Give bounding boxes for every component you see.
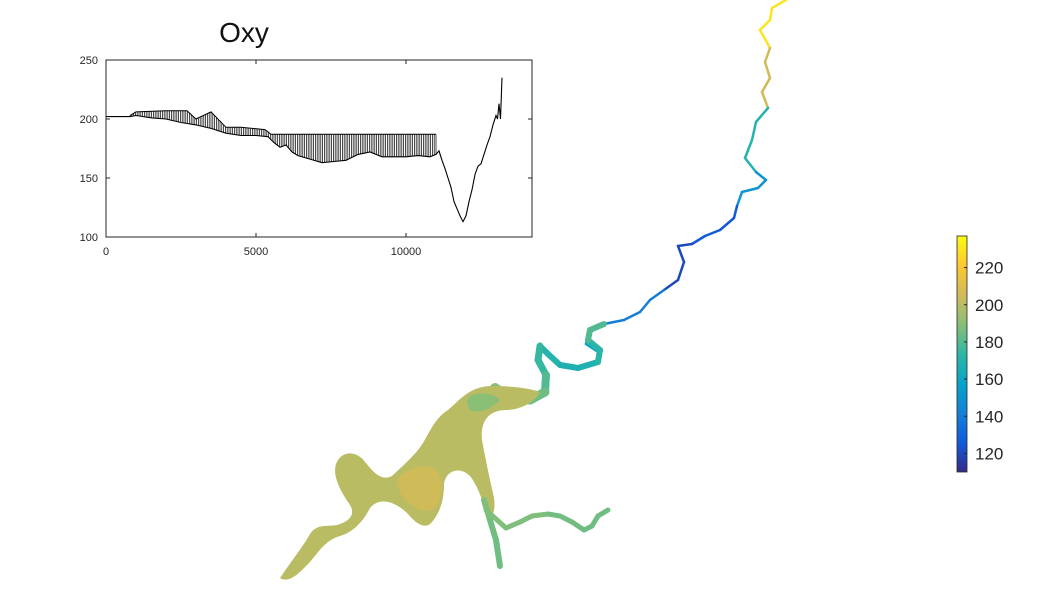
colorbar-tick-label: 160 xyxy=(975,370,1003,389)
river-segment xyxy=(763,60,772,80)
colorbar-tick-label: 180 xyxy=(975,333,1003,352)
river-segment xyxy=(770,0,788,10)
y-tick-label: 150 xyxy=(80,173,98,185)
y-tick-label: 100 xyxy=(80,232,98,244)
x-tick-label: 0 xyxy=(103,246,109,258)
estuary-core xyxy=(397,466,442,511)
colorbar-tick-label: 120 xyxy=(975,444,1003,463)
river-segment xyxy=(754,170,768,182)
plot-area xyxy=(105,59,533,238)
river-segment xyxy=(676,260,686,282)
river-segment xyxy=(743,138,754,160)
river-segment xyxy=(487,517,499,543)
river-segment xyxy=(760,90,770,110)
river-segment xyxy=(718,216,736,232)
river-segment xyxy=(743,156,758,174)
river-map xyxy=(280,0,788,580)
river-segment xyxy=(760,76,772,94)
river-segment xyxy=(503,519,523,531)
colorbar-tick-label: 200 xyxy=(975,296,1003,315)
river-segment xyxy=(754,106,770,124)
river-segment xyxy=(768,6,774,22)
river-segment xyxy=(587,321,607,333)
river-segment xyxy=(756,178,768,190)
river-segment xyxy=(676,244,686,264)
river-segment xyxy=(758,18,772,32)
upper-river xyxy=(538,0,788,370)
colorbar-ticks: 120 140 160 180 200 220 xyxy=(964,259,1003,463)
river-segment xyxy=(648,288,666,302)
estuary-upper-lobe xyxy=(467,393,500,412)
river-segment xyxy=(703,228,722,238)
series-line xyxy=(106,77,503,223)
river-segment xyxy=(758,28,772,50)
river-segment xyxy=(763,46,772,64)
side-arm-east xyxy=(483,507,611,533)
river-segment xyxy=(622,310,642,322)
colorbar-frame xyxy=(956,235,968,473)
colorbar-tick-label: 220 xyxy=(975,259,1003,278)
river-segment xyxy=(483,507,509,531)
river-segment xyxy=(732,204,739,220)
river-segment xyxy=(676,242,694,248)
x-tick-label: 10000 xyxy=(391,246,422,258)
colorbar-gradient xyxy=(957,236,967,472)
river-segment xyxy=(735,190,744,208)
river-segment xyxy=(602,318,626,326)
river-segment xyxy=(575,359,601,371)
axes-box xyxy=(105,59,533,238)
y-axis: 100 150 200 250 xyxy=(80,55,532,244)
colorbar: 120 140 160 180 200 220 xyxy=(956,235,1003,473)
x-tick-label: 5000 xyxy=(244,246,268,258)
oxy-line-chart: Oxy 0 5000 10000 100 150 200 250 xyxy=(80,17,533,258)
lower-river-channel xyxy=(537,321,607,371)
river-segment xyxy=(584,342,600,354)
river-segment xyxy=(529,511,551,519)
river-segment xyxy=(690,234,707,246)
river-segment xyxy=(493,537,503,569)
river-segment xyxy=(638,298,652,314)
river-segment xyxy=(557,362,581,371)
x-axis: 0 5000 10000 xyxy=(103,60,421,258)
river-segment xyxy=(750,120,758,142)
river-segment xyxy=(595,507,611,519)
y-tick-label: 250 xyxy=(80,55,98,67)
y-tick-label: 200 xyxy=(80,114,98,126)
chart-title: Oxy xyxy=(219,17,269,48)
chart-marks xyxy=(106,77,503,223)
series-envelope-line xyxy=(129,110,436,135)
river-segment xyxy=(740,186,760,194)
estuary xyxy=(280,385,540,580)
colorbar-tick-label: 140 xyxy=(975,407,1003,426)
river-segment xyxy=(662,278,680,292)
oscillation-band xyxy=(129,110,437,163)
